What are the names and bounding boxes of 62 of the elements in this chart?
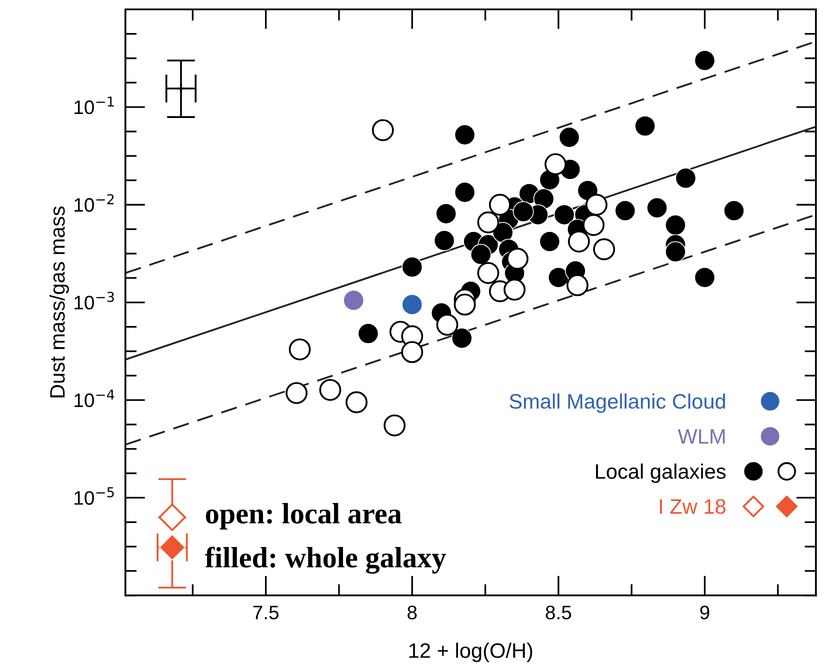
- point: [533, 188, 554, 210]
- annotation: filled: whole galaxy: [205, 546, 446, 574]
- point: [724, 200, 744, 222]
- y-tick-label: 10$^{−2}$: [74, 194, 114, 212]
- point: [512, 201, 534, 222]
- y-tick-label: 10$^{−5}$: [74, 487, 114, 505]
- y-tick-label: 10$^{−1}$: [74, 96, 114, 114]
- point: [554, 204, 575, 226]
- legend-label: I Zw 18: [660, 499, 726, 514]
- y-axis-title: Dust mass/gas mass: [50, 206, 69, 398]
- point: [586, 194, 608, 216]
- point: [176, 84, 186, 94]
- point: [664, 214, 686, 236]
- point: [401, 341, 424, 364]
- point: [286, 382, 308, 404]
- point: [319, 378, 342, 401]
- legend-label: WLM: [678, 429, 725, 444]
- point: [646, 197, 668, 218]
- point: [506, 248, 528, 270]
- point: [384, 414, 406, 436]
- point: [454, 124, 476, 146]
- point: [664, 241, 686, 262]
- x-tick-label: 8.5: [546, 606, 572, 620]
- x-tick-label: 8: [408, 606, 417, 620]
- point: [504, 278, 526, 301]
- point: [451, 328, 472, 349]
- point: [634, 116, 656, 136]
- point: [372, 119, 394, 142]
- point: [402, 294, 423, 316]
- point: [436, 314, 458, 336]
- y-tick-label: 10$^{−3}$: [74, 292, 114, 310]
- point: [358, 323, 379, 344]
- point: [675, 168, 696, 189]
- point: [694, 266, 716, 288]
- x-tick-label: 7.5: [253, 606, 279, 620]
- point: [548, 266, 569, 288]
- point: [582, 214, 605, 236]
- point: [470, 244, 492, 265]
- point: [477, 262, 500, 284]
- point: [454, 182, 476, 203]
- point: [694, 50, 716, 71]
- y-tick-label: 10$^{−4}$: [74, 390, 114, 408]
- legend-label: Small Magellanic Cloud: [510, 393, 726, 413]
- legend-label: Local galaxies: [596, 464, 726, 483]
- annotation: open: local area: [206, 503, 402, 530]
- point: [566, 274, 588, 296]
- point: [593, 238, 616, 260]
- point: [614, 200, 636, 222]
- point: [288, 338, 311, 360]
- point: [568, 230, 590, 252]
- point: [402, 256, 423, 278]
- point: [539, 231, 560, 252]
- point: [343, 290, 364, 311]
- x-tick-label: 9: [700, 606, 710, 620]
- point: [436, 203, 457, 224]
- point: [158, 504, 186, 532]
- point: [488, 194, 511, 216]
- point: [346, 391, 368, 414]
- point: [434, 230, 455, 252]
- point: [558, 126, 580, 148]
- x-axis-title: 12 + log(O/H): [409, 642, 532, 662]
- point: [454, 294, 476, 316]
